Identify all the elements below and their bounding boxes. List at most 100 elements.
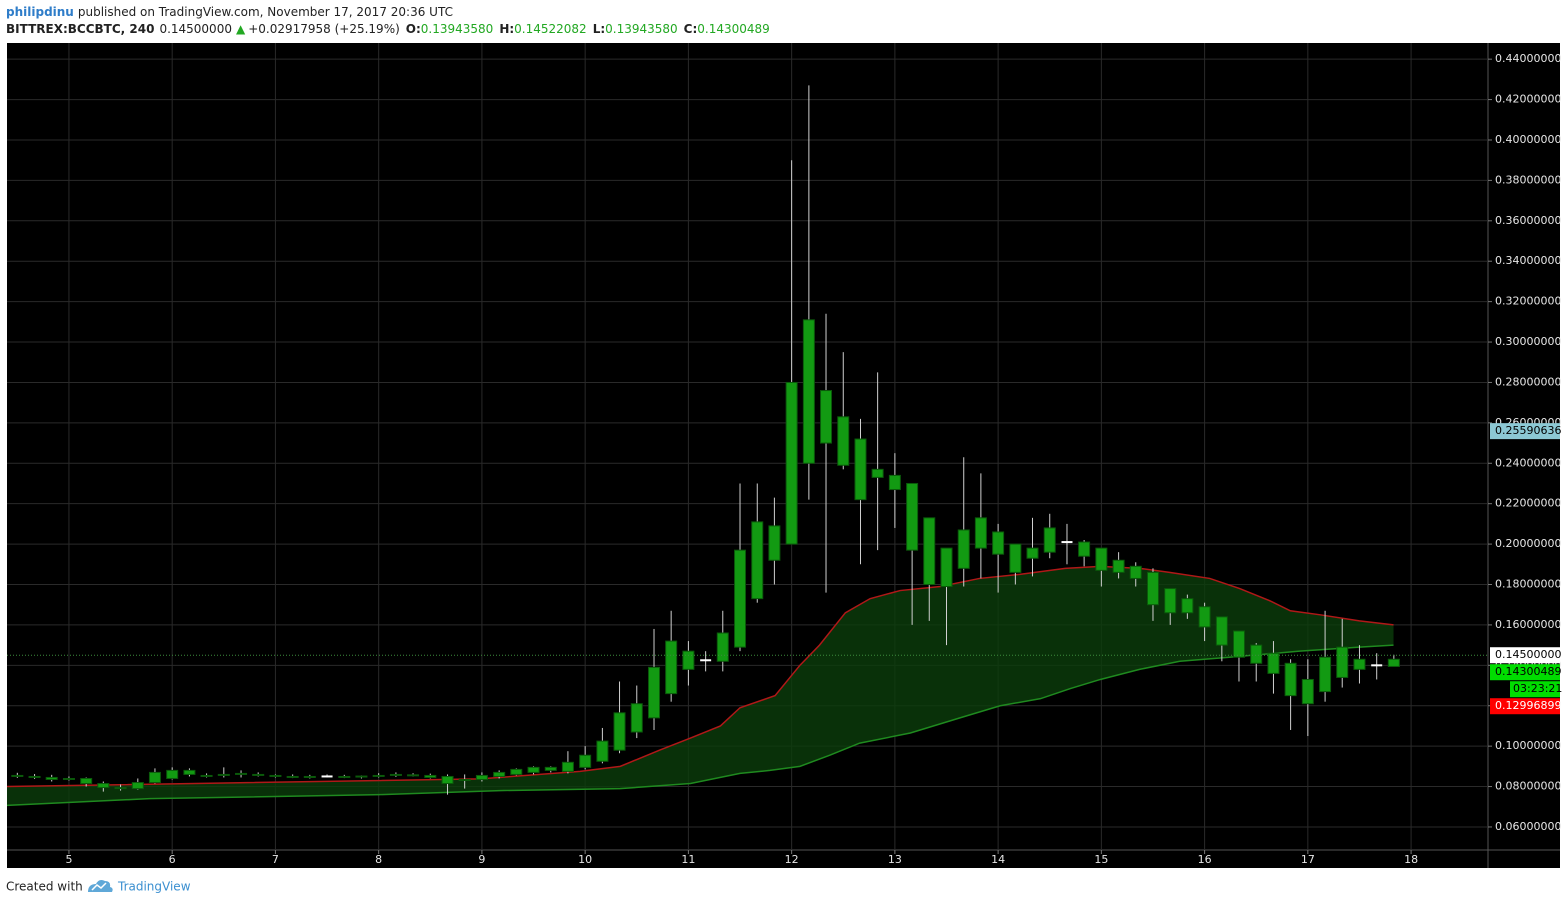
candle-body (1078, 541, 1091, 557)
ohlc-value: 0.14300489 (697, 22, 770, 36)
y-tick-label: 0.44000000 (1495, 52, 1561, 65)
candle-body (871, 468, 884, 478)
candle-body (62, 777, 75, 780)
candle-body (1181, 598, 1194, 614)
candle-body (561, 761, 574, 772)
footer-brand: TradingView (117, 880, 191, 894)
y-tick-label: 0.10000000 (1495, 739, 1561, 752)
candle-body (372, 774, 385, 777)
candle-body (923, 517, 936, 586)
y-tick-label: 0.42000000 (1495, 93, 1561, 106)
x-tick-label: 5 (65, 853, 72, 866)
candle-body (458, 778, 471, 781)
y-tick-label: 0.38000000 (1495, 173, 1561, 186)
ma-band-fill (7, 566, 1394, 806)
y-tick-label: 0.32000000 (1495, 295, 1561, 308)
ohlc-key: O: (406, 22, 421, 36)
y-tick-label: 0.30000000 (1495, 335, 1561, 348)
x-tick-label: 7 (272, 853, 279, 866)
candle-body (1267, 652, 1280, 674)
candle-body (1232, 630, 1245, 658)
candle-body (1215, 616, 1228, 646)
candle-body (338, 775, 351, 778)
ohlc-value: 0.14522082 (514, 22, 587, 36)
y-tick-label: 0.16000000 (1495, 618, 1561, 631)
candle-body (648, 666, 661, 719)
ohlc-key: C: (684, 22, 698, 36)
author: philipdinu (6, 5, 74, 19)
x-tick-label: 16 (1198, 853, 1212, 866)
y-tick-label: 0.34000000 (1495, 254, 1561, 267)
candle-body (820, 390, 833, 444)
candle-body (992, 531, 1005, 555)
ma-line (6, 565, 1394, 788)
y-tick-label: 0.24000000 (1495, 456, 1561, 469)
tradingview-logo (88, 880, 113, 892)
candle-body (11, 774, 24, 777)
candle-body (682, 650, 695, 670)
candle-body (716, 632, 729, 662)
price-label: 0.14300489 (1495, 665, 1561, 678)
candle-body (217, 773, 230, 776)
y-tick-label: 0.06000000 (1495, 820, 1561, 833)
plot: 0.060000000.080000000.100000000.12000000… (6, 43, 1562, 866)
candle-body (1146, 571, 1159, 606)
candle-body (235, 772, 248, 775)
candle-body (114, 787, 127, 790)
candle-body (1301, 678, 1314, 705)
candle-body (45, 776, 58, 780)
candle-body (148, 771, 161, 784)
x-tick-label: 8 (375, 853, 382, 866)
candle-body (183, 769, 196, 775)
price-label-box (1490, 698, 1560, 715)
candle-body (596, 740, 609, 762)
candle-body (957, 529, 970, 569)
candle-body (269, 774, 282, 777)
published: published on TradingView.com, November 1… (78, 5, 453, 19)
candle-body (303, 775, 316, 778)
candle-body (1043, 527, 1056, 553)
candle-body (579, 754, 592, 768)
x-tick-label: 13 (888, 853, 902, 866)
price-label-box (1490, 647, 1560, 664)
candle-body (166, 769, 179, 779)
price-label: 0.25590636 (1495, 424, 1561, 437)
y-tick-label: 0.28000000 (1495, 375, 1561, 388)
x-tick-label: 10 (578, 853, 592, 866)
y-tick-label: 0.20000000 (1495, 537, 1561, 550)
candle-body (493, 771, 506, 777)
x-tick-label: 12 (785, 853, 799, 866)
x-tick-label: 9 (478, 853, 485, 866)
candle-body (1284, 662, 1297, 697)
price-label: 0.14500000 (1495, 648, 1561, 661)
candle-body (1129, 565, 1142, 579)
candle-body (80, 777, 93, 785)
price-label-box (1490, 664, 1560, 681)
x-tick-label: 14 (991, 853, 1005, 866)
y-tick-label: 0.18000000 (1495, 578, 1561, 591)
symbol: BITTREX:BCCBTC, 240 (6, 22, 154, 36)
candle-body (441, 775, 454, 785)
candle-body (200, 774, 213, 777)
candle-body (355, 775, 368, 778)
candle-body (286, 775, 299, 778)
candle-body (751, 521, 764, 600)
footer-created: Created with (6, 880, 83, 894)
candle-body (1095, 547, 1108, 571)
candle-body (888, 474, 901, 491)
candle-body (734, 549, 747, 648)
candle-body (28, 775, 41, 778)
candle-body (1336, 646, 1349, 678)
candle-body (665, 640, 678, 695)
candle-body (389, 773, 402, 776)
candle-body (613, 712, 626, 751)
candle-body (544, 766, 557, 771)
candle-body (1112, 559, 1125, 573)
candle-body (131, 782, 144, 790)
candle-body (1319, 656, 1332, 693)
candle-body (768, 525, 781, 561)
last-price: 0.14500000 (159, 22, 232, 36)
countdown: 03:23:21 (1513, 682, 1562, 695)
candle-body (1164, 588, 1177, 614)
